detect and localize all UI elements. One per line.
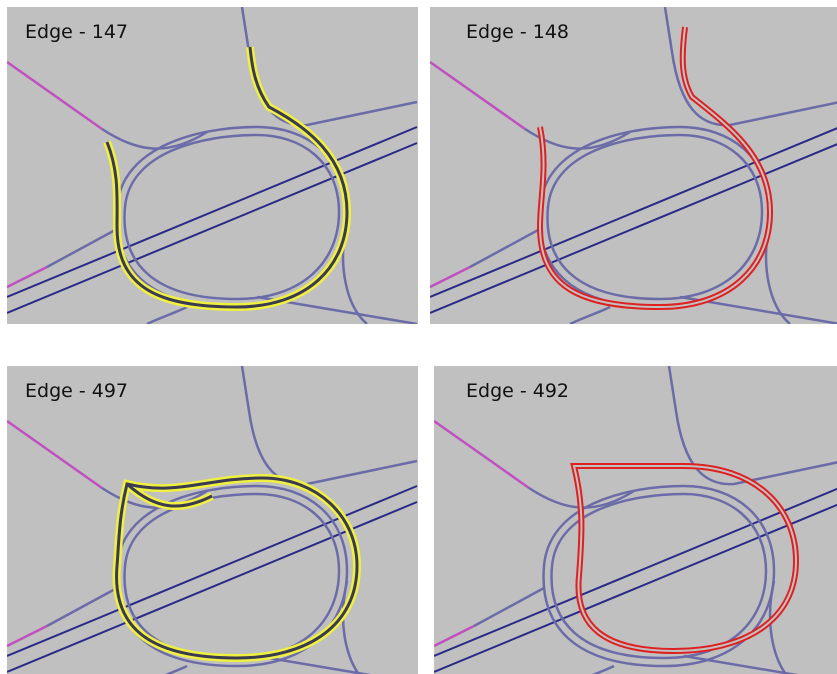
network (7, 366, 418, 674)
panel: Edge - 148 (430, 7, 837, 324)
network (7, 7, 418, 324)
panel-label: Edge - 148 (466, 21, 569, 43)
network (430, 7, 837, 324)
panel-label: Edge - 497 (25, 380, 128, 402)
panel: Edge - 497 (7, 366, 418, 674)
page: Edge - 147 Edge - 148 Edge - 497 Edge - … (0, 0, 837, 674)
panel-label: Edge - 147 (25, 21, 128, 43)
panel-label: Edge - 492 (466, 380, 569, 402)
network (434, 366, 837, 674)
panel: Edge - 492 (434, 366, 837, 674)
panel: Edge - 147 (7, 7, 418, 324)
